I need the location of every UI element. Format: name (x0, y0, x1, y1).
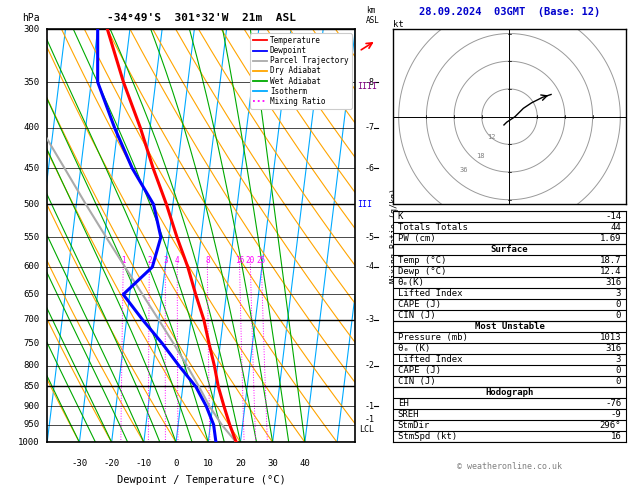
Text: 500: 500 (23, 200, 40, 209)
Text: Temp (°C): Temp (°C) (398, 257, 446, 265)
Text: -8: -8 (364, 78, 374, 87)
Text: 8: 8 (205, 256, 209, 265)
Text: 18.7: 18.7 (599, 257, 621, 265)
Text: Totals Totals: Totals Totals (398, 224, 467, 232)
Text: CIN (J): CIN (J) (398, 312, 435, 320)
Text: 600: 600 (23, 262, 40, 272)
Text: kt: kt (393, 20, 404, 29)
Text: -76: -76 (605, 399, 621, 408)
Text: Dewpoint / Temperature (°C): Dewpoint / Temperature (°C) (117, 475, 286, 486)
Text: 30: 30 (267, 459, 278, 468)
Text: Lifted Index: Lifted Index (398, 355, 462, 364)
Legend: Temperature, Dewpoint, Parcel Trajectory, Dry Adiabat, Wet Adiabat, Isotherm, Mi: Temperature, Dewpoint, Parcel Trajectory… (250, 33, 352, 109)
Text: 3: 3 (616, 355, 621, 364)
Text: StmDir: StmDir (398, 421, 430, 430)
Text: -3: -3 (364, 315, 374, 324)
Text: Dewp (°C): Dewp (°C) (398, 267, 446, 277)
Text: 20: 20 (246, 256, 255, 265)
Text: 10: 10 (203, 459, 214, 468)
Text: 1000: 1000 (18, 438, 40, 447)
Text: 700: 700 (23, 315, 40, 324)
Text: km
ASL: km ASL (366, 6, 380, 25)
Text: hPa: hPa (22, 13, 40, 23)
Text: 0: 0 (616, 377, 621, 386)
Text: 316: 316 (605, 278, 621, 287)
Text: 300: 300 (23, 25, 40, 34)
Text: Lifted Index: Lifted Index (398, 289, 462, 298)
Text: 850: 850 (23, 382, 40, 391)
Text: 800: 800 (23, 361, 40, 370)
Text: 4: 4 (175, 256, 180, 265)
Text: 44: 44 (611, 224, 621, 232)
Text: 316: 316 (605, 344, 621, 353)
Text: IIII: IIII (357, 83, 377, 91)
Text: 25: 25 (257, 256, 266, 265)
Text: 950: 950 (23, 420, 40, 429)
Text: -2: -2 (364, 361, 374, 370)
Text: 28.09.2024  03GMT  (Base: 12): 28.09.2024 03GMT (Base: 12) (419, 7, 600, 17)
Text: 3: 3 (616, 289, 621, 298)
Text: 3: 3 (163, 256, 168, 265)
Text: 1: 1 (121, 256, 126, 265)
Text: -1: -1 (364, 401, 374, 411)
Text: 750: 750 (23, 339, 40, 348)
Text: EH: EH (398, 399, 408, 408)
Text: 0: 0 (616, 366, 621, 375)
Text: K: K (398, 212, 403, 222)
Text: 1.69: 1.69 (599, 234, 621, 243)
Text: 550: 550 (23, 233, 40, 242)
Text: PW (cm): PW (cm) (398, 234, 435, 243)
Text: θₑ(K): θₑ(K) (398, 278, 425, 287)
Text: -30: -30 (71, 459, 87, 468)
Text: 18: 18 (476, 153, 485, 159)
Text: 900: 900 (23, 401, 40, 411)
Text: 0: 0 (616, 312, 621, 320)
Text: 40: 40 (299, 459, 310, 468)
Text: -4: -4 (364, 262, 374, 272)
Text: CAPE (J): CAPE (J) (398, 366, 441, 375)
Text: 0: 0 (174, 459, 179, 468)
Text: CIN (J): CIN (J) (398, 377, 435, 386)
Text: -7: -7 (364, 123, 374, 132)
Text: 650: 650 (23, 290, 40, 299)
Text: 12: 12 (487, 134, 496, 140)
Text: 16: 16 (611, 432, 621, 441)
Text: -5: -5 (364, 233, 374, 242)
Text: 12.4: 12.4 (599, 267, 621, 277)
Text: © weatheronline.co.uk: © weatheronline.co.uk (457, 462, 562, 471)
Text: CAPE (J): CAPE (J) (398, 300, 441, 310)
Text: 36: 36 (460, 167, 468, 173)
Text: Pressure (mb): Pressure (mb) (398, 333, 467, 342)
Text: -6: -6 (364, 164, 374, 173)
Text: 1013: 1013 (599, 333, 621, 342)
Text: SREH: SREH (398, 410, 420, 419)
Text: -20: -20 (104, 459, 120, 468)
Text: StmSpd (kt): StmSpd (kt) (398, 432, 457, 441)
Text: θₑ (K): θₑ (K) (398, 344, 430, 353)
Text: Hodograph: Hodograph (486, 388, 533, 397)
Text: Mixing Ratio (g/kg): Mixing Ratio (g/kg) (390, 188, 399, 283)
Text: 400: 400 (23, 123, 40, 132)
Text: 16: 16 (235, 256, 244, 265)
Text: -34°49'S  301°32'W  21m  ASL: -34°49'S 301°32'W 21m ASL (107, 13, 296, 23)
Text: Surface: Surface (491, 245, 528, 254)
Text: 350: 350 (23, 78, 40, 87)
Text: 0: 0 (616, 300, 621, 310)
Text: III: III (357, 200, 372, 209)
Text: 296°: 296° (599, 421, 621, 430)
Text: 20: 20 (235, 459, 246, 468)
Text: -10: -10 (136, 459, 152, 468)
Text: -14: -14 (605, 212, 621, 222)
Text: -1
LCL: -1 LCL (359, 415, 374, 434)
Text: 2: 2 (147, 256, 152, 265)
Text: -9: -9 (611, 410, 621, 419)
Text: 450: 450 (23, 164, 40, 173)
Text: Most Unstable: Most Unstable (474, 322, 545, 331)
